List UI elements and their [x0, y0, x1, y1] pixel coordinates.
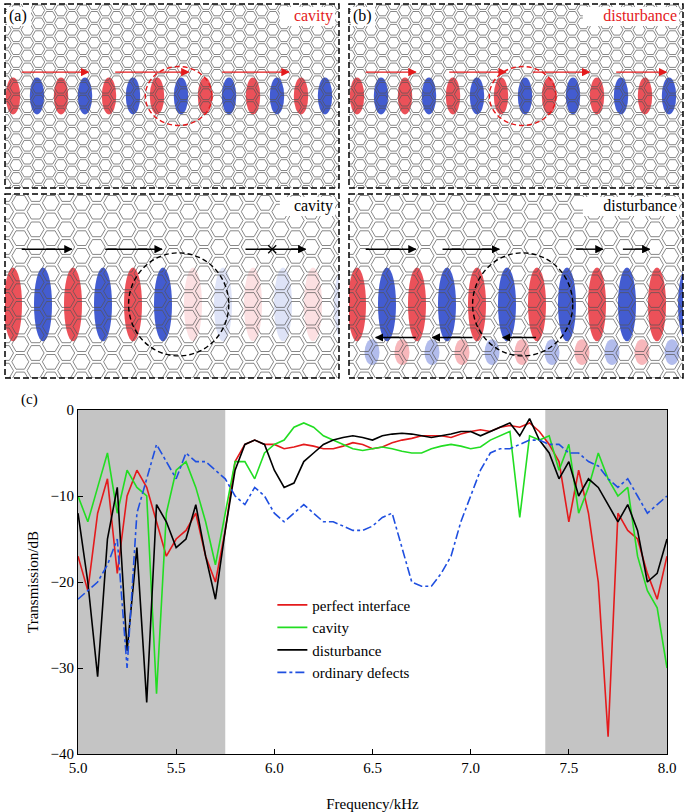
- svg-text:0: 0: [66, 402, 74, 418]
- svg-text:ordinary defects: ordinary defects: [312, 665, 409, 681]
- svg-text:−40: −40: [50, 746, 73, 762]
- svg-text:disturbance: disturbance: [312, 643, 381, 659]
- svg-text:6.5: 6.5: [363, 760, 382, 776]
- svg-text:(a): (a): [9, 7, 27, 25]
- svg-text:8.0: 8.0: [658, 760, 677, 776]
- svg-text:5.0: 5.0: [69, 760, 88, 776]
- svg-text:perfect interface: perfect interface: [312, 598, 410, 614]
- svg-text:Transmission/dB: Transmission/dB: [25, 531, 41, 633]
- svg-text:cavity: cavity: [294, 7, 333, 25]
- svg-text:7.0: 7.0: [461, 760, 480, 776]
- svg-text:−30: −30: [50, 660, 73, 676]
- svg-text:7.5: 7.5: [559, 760, 578, 776]
- svg-text:cavity: cavity: [294, 197, 333, 215]
- svg-text:Frequency/kHz: Frequency/kHz: [326, 796, 419, 812]
- svg-text:(b): (b): [353, 7, 372, 25]
- svg-text:6.0: 6.0: [265, 760, 284, 776]
- svg-text:disturbance: disturbance: [603, 197, 677, 214]
- svg-text:−10: −10: [50, 488, 73, 504]
- svg-text:(c): (c): [21, 391, 38, 408]
- svg-text:−20: −20: [50, 574, 73, 590]
- svg-text:disturbance: disturbance: [603, 7, 677, 24]
- svg-text:5.5: 5.5: [167, 760, 186, 776]
- svg-text:cavity: cavity: [312, 620, 349, 636]
